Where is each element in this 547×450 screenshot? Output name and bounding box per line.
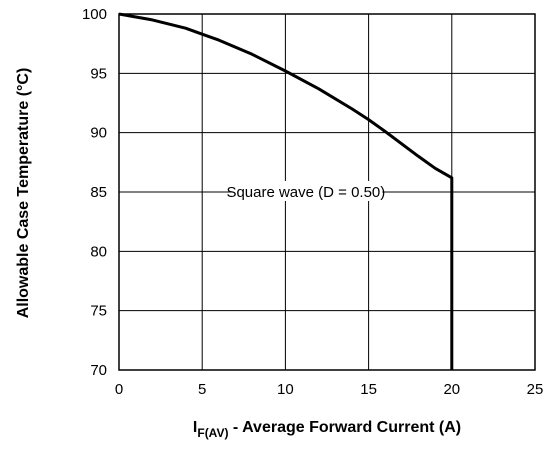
y-tick-label: 75 bbox=[90, 303, 107, 320]
x-tick-label: 10 bbox=[277, 381, 294, 398]
annotation-backdrop bbox=[233, 181, 383, 201]
x-axis-label-text: - Average Forward Current (A) bbox=[228, 419, 461, 436]
y-tick-label: 90 bbox=[90, 125, 107, 142]
y-tick-label: 85 bbox=[90, 184, 107, 201]
y-axis-label: Allowable Case Temperature (°C) bbox=[15, 68, 32, 319]
series-line bbox=[118, 12, 454, 370]
y-tick-labels: 70 75 80 85 90 95 100 bbox=[82, 6, 107, 379]
y-tick-label: 95 bbox=[90, 65, 107, 82]
x-axis-label-subscript: F(AV) bbox=[197, 426, 228, 440]
x-tick-label: 20 bbox=[443, 381, 460, 398]
series-group bbox=[118, 12, 454, 370]
annotation-label: Square wave (D = 0.50) bbox=[226, 184, 385, 201]
x-tick-label: 5 bbox=[198, 381, 206, 398]
plot-frame bbox=[118, 13, 536, 371]
plot-border bbox=[118, 13, 536, 371]
x-axis-label: IF(AV) - Average Forward Current (A) bbox=[193, 419, 461, 440]
annotations: Square wave (D = 0.50) bbox=[215, 181, 452, 201]
x-axis-label-symbol: I bbox=[193, 419, 197, 436]
y-tick-label: 80 bbox=[90, 243, 107, 260]
x-tick-labels: 0 5 10 15 20 25 bbox=[115, 381, 544, 398]
y-tick-label: 70 bbox=[90, 362, 107, 379]
x-tick-label: 25 bbox=[527, 381, 544, 398]
x-tick-label: 0 bbox=[115, 381, 123, 398]
x-tick-label: 15 bbox=[360, 381, 377, 398]
y-tick-label: 100 bbox=[82, 6, 107, 23]
